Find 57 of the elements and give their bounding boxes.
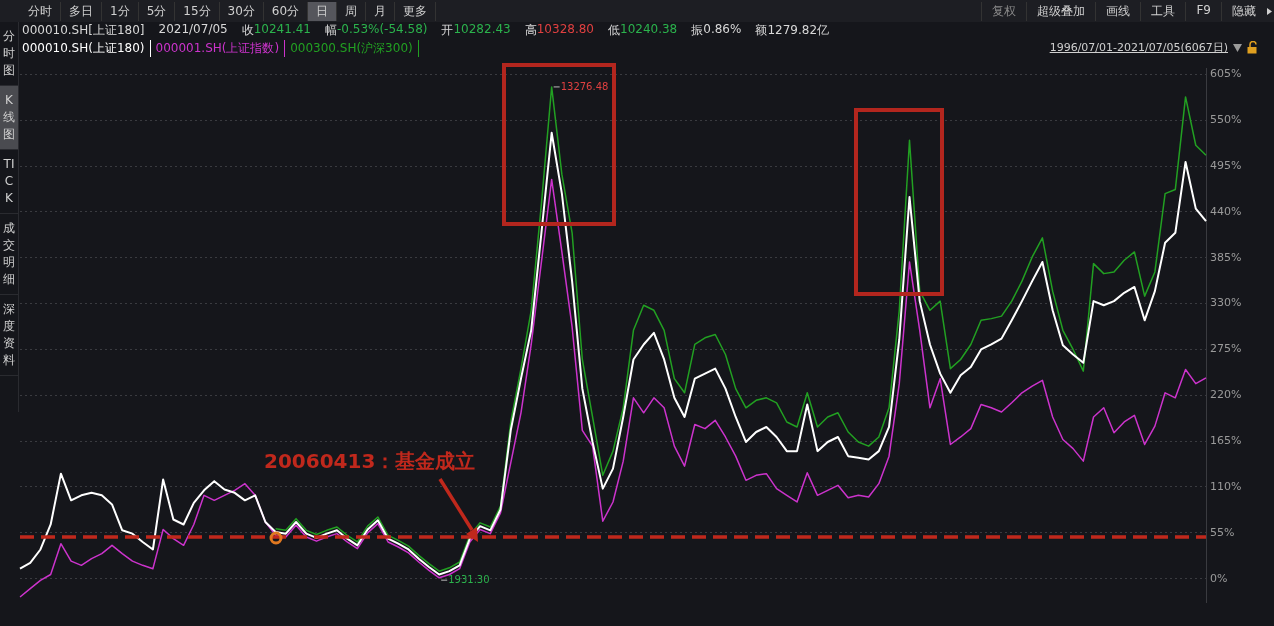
text: 1分 [102,2,139,21]
text: 日 [308,2,338,21]
text: 高 [524,22,537,39]
y-tick-label: 275% [1210,342,1242,356]
text: 15分 [175,2,220,21]
text: 10241.41 [253,22,311,38]
text: 000010.SH[上证180] [22,22,145,39]
text: 60分 [263,2,309,21]
text: 工具 [1140,2,1186,21]
legend-label: 000001.SH(上证指数) [155,40,286,57]
text: 低 [608,22,620,39]
text: 30分 [219,2,264,21]
y-tick-label: 550% [1210,113,1242,127]
text: 幅 [324,22,337,39]
y-tick-label: 495% [1210,158,1242,172]
y-tick-label: 220% [1210,388,1242,402]
text: 额 [755,22,768,39]
text: 隐藏 [1221,2,1266,21]
text: 收 [241,22,254,39]
text: 振 [691,22,704,39]
text: 10240.38 [620,22,678,38]
text: TICK [2,156,16,207]
text: 成交明细 [2,220,16,288]
text: -0.53%(-54.58) [336,22,428,38]
text: 超级叠加 [1026,2,1096,21]
y-tick-label: 440% [1210,204,1242,218]
text: 分时图 [2,28,16,79]
text: 5分 [138,2,176,21]
text: 画线 [1095,2,1141,21]
text: 2021/07/05 [158,22,228,38]
text: 更多 [395,2,437,21]
text: 1279.82亿 [767,22,830,39]
y-tick-label: 385% [1210,250,1242,264]
text: 周 [337,2,367,21]
text: 10328.80 [536,22,594,38]
legend-label: 000010.SH(上证180) [22,40,151,57]
text: 深度资料 [2,301,16,369]
text: 10282.43 [453,22,511,38]
text: 0.86% [703,22,742,38]
text: 多日 [61,2,102,21]
text: K线图 [2,92,16,143]
annotation: 1931.30 [448,573,490,585]
y-tick-label: 55% [1210,525,1235,539]
text: 月 [366,2,396,21]
annotation: 20060413：基金成立 [264,448,476,475]
y-tick-label: 605% [1210,67,1242,81]
text: 开 [441,22,454,39]
text: F9 [1185,2,1221,21]
legend-label: 000300.SH(沪深300) [290,40,419,57]
y-tick-label: 165% [1210,434,1242,448]
y-tick-label: 110% [1210,479,1242,493]
y-tick-label: 0% [1210,571,1228,585]
y-tick-label: 330% [1210,296,1242,310]
text: 1996/07/01-2021/07/05(6067日) [1049,40,1228,55]
annotation: 13276.48 [560,80,609,92]
text: 复权 [981,2,1027,21]
text: 分时 [20,2,61,21]
